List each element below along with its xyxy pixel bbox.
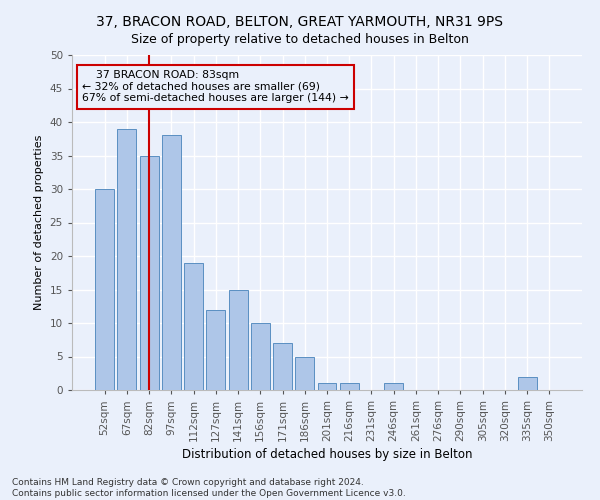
- Text: 37 BRACON ROAD: 83sqm
← 32% of detached houses are smaller (69)
67% of semi-deta: 37 BRACON ROAD: 83sqm ← 32% of detached …: [82, 70, 349, 103]
- Bar: [95, 189, 114, 390]
- Bar: [184, 262, 203, 390]
- Bar: [384, 384, 403, 390]
- Bar: [140, 156, 158, 390]
- Text: 37, BRACON ROAD, BELTON, GREAT YARMOUTH, NR31 9PS: 37, BRACON ROAD, BELTON, GREAT YARMOUTH,…: [97, 15, 503, 29]
- Bar: [162, 136, 181, 390]
- Bar: [273, 343, 292, 390]
- Bar: [317, 384, 337, 390]
- Bar: [251, 323, 270, 390]
- Text: Contains HM Land Registry data © Crown copyright and database right 2024.
Contai: Contains HM Land Registry data © Crown c…: [12, 478, 406, 498]
- Bar: [118, 128, 136, 390]
- Bar: [229, 290, 248, 390]
- Y-axis label: Number of detached properties: Number of detached properties: [34, 135, 44, 310]
- Bar: [340, 384, 359, 390]
- Bar: [295, 356, 314, 390]
- Text: Size of property relative to detached houses in Belton: Size of property relative to detached ho…: [131, 32, 469, 46]
- Bar: [206, 310, 225, 390]
- Bar: [518, 376, 536, 390]
- X-axis label: Distribution of detached houses by size in Belton: Distribution of detached houses by size …: [182, 448, 472, 461]
